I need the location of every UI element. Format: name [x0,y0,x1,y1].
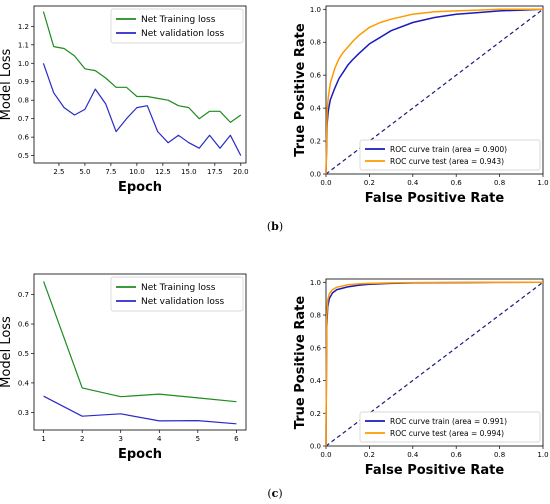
legend-entry: ROC curve test (area = 0.994) [390,429,504,438]
legend-box [110,8,244,44]
x-tick-label: 0.2 [364,179,375,187]
y-tick-label: 0.0 [310,171,321,179]
y-tick-label: 0.6 [310,72,322,80]
y-tick-label: 0.0 [310,443,321,451]
series-line-validation [42,63,242,156]
x-tick-label: 1 [41,435,45,443]
y-axis-label: Model Loss [0,316,14,388]
y-axis-label: True Positive Rate [293,296,308,430]
y-axis-label: Model Loss [0,48,14,120]
x-tick-label: 0.4 [407,179,419,187]
x-tick-label: 15.0 [181,168,197,176]
series-line-test [325,8,543,175]
y-tick-label: 0.7 [18,115,29,123]
series-line-train [42,11,242,124]
x-axis-label: Epoch [118,180,162,195]
legend-entry: ROC curve train (area = 0.991) [390,417,507,426]
y-axis-label: True Positive Rate [293,23,308,157]
y-tick-label: 0.2 [310,410,321,418]
y-tick-label: 0.6 [18,321,30,329]
y-tick-label: 0.5 [18,152,29,160]
series-line-train [43,281,237,403]
y-tick-label: 0.8 [310,39,321,47]
legend: Net Training loss Net validation loss [110,276,244,312]
y-tick-label: 1.0 [310,279,321,287]
plot-frame [325,5,544,175]
x-tick-label: 0.6 [451,179,463,187]
y-tick-label: 0.3 [18,409,29,417]
legend-entry: Net validation loss [141,29,225,39]
y-tick-label: 0.8 [18,97,29,105]
series-line-train [325,8,544,175]
legend-box [110,276,244,312]
x-tick-label: 20.0 [233,168,249,176]
caption-b: (b) [267,220,283,233]
legend-entry: ROC curve test (area = 0.943) [390,157,504,166]
y-tick-label: 1.2 [18,23,29,31]
legend-entry: Net validation loss [141,297,225,307]
legend-entry: Net Training loss [141,15,216,25]
chart-c-loss: 1 2 3 4 5 6 0.3 0.4 0.5 0.6 0.7 Epoch Model Loss Net … [0,273,247,462]
legend-entry: ROC curve train (area = 0.900) [390,145,507,154]
chart-b-loss: 2.5 5.0 7.5 10.0 12.5 15.0 17.5 20.0 0.5 0.6 0.7 0.… [0,5,249,195]
x-tick-label: 1.0 [537,179,548,187]
plot-frame [33,273,247,431]
chart-b-roc: 0.0 0.2 0.4 0.6 0.8 1.0 0.0 0.2 0.4 0.6 0.8 1.0 Fals… [293,5,549,206]
x-tick-label: 5 [196,435,200,443]
x-tick-label: 4 [157,435,162,443]
plot-frame [33,5,247,164]
y-tick-label: 0.4 [18,379,30,387]
x-tick-label: 1.0 [537,451,548,459]
y-tick-label: 0.4 [310,105,322,113]
y-tick-label: 1.1 [18,41,29,49]
y-tick-label: 0.5 [18,350,29,358]
x-tick-label: 17.5 [207,168,223,176]
y-tick-label: 0.6 [18,134,30,142]
legend-box [359,411,541,443]
x-tick-label: 0.2 [364,451,375,459]
y-tick-label: 0.2 [310,138,321,146]
legend: Net Training loss Net validation loss [110,8,244,44]
x-tick-label: 3 [118,435,122,443]
x-tick-label: 0.4 [407,451,419,459]
x-tick-label: 12.5 [155,168,171,176]
legend: ROC curve train (area = 0.900) ROC curve … [359,139,541,171]
y-tick-label: 1.0 [18,60,29,68]
y-tick-label: 0.8 [310,312,321,320]
x-tick-label: 2.5 [53,168,64,176]
y-tick-label: 0.6 [310,344,322,352]
legend: ROC curve train (area = 0.991) ROC curve … [359,411,541,443]
x-tick-label: 7.5 [105,168,116,176]
x-tick-label: 2 [80,435,84,443]
x-tick-label: 0.0 [320,451,331,459]
caption-c: (c) [267,487,282,500]
series-line-validation [43,395,237,425]
series-line-test [325,281,543,447]
x-axis-label: Epoch [118,447,162,462]
y-tick-label: 0.7 [18,291,29,299]
x-tick-label: 0.0 [320,179,331,187]
x-tick-label: 5.0 [79,168,90,176]
legend-entry: Net Training loss [141,283,216,293]
x-tick-label: 6 [234,435,239,443]
y-tick-label: 0.4 [310,377,322,385]
legend-box [359,139,541,171]
x-axis-label: False Positive Rate [365,191,505,206]
y-tick-label: 1.0 [310,6,321,14]
x-axis-label: False Positive Rate [365,463,505,478]
x-tick-label: 10.0 [129,168,145,176]
chart-c-roc: 0.0 0.2 0.4 0.6 0.8 1.0 0.0 0.2 0.4 0.6 0.8 1.0 Fals… [293,278,549,478]
x-tick-label: 0.8 [494,451,505,459]
y-tick-label: 0.9 [18,78,29,86]
x-tick-label: 0.6 [451,451,463,459]
x-tick-label: 0.8 [494,179,505,187]
